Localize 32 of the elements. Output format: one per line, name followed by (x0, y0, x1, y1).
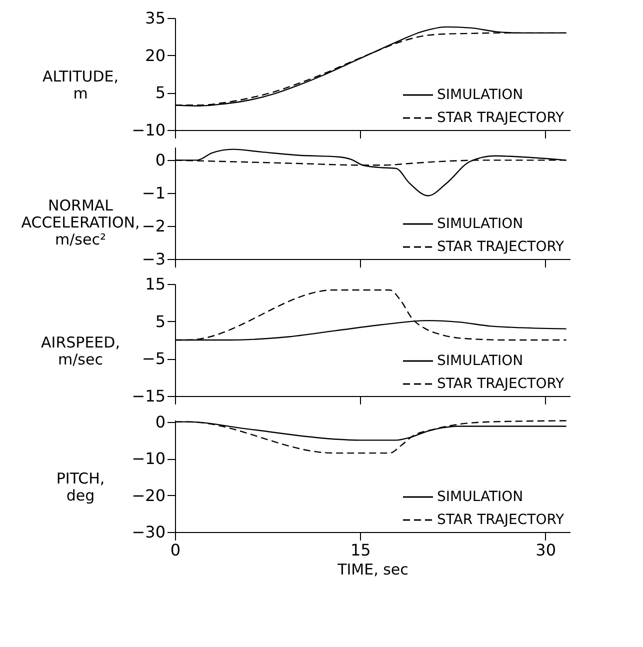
legend-label: STAR TRAJECTORY (437, 376, 565, 392)
y-axis-title: NORMAL ACCELERATION, m/sec² (21, 196, 140, 248)
series-label: SIMULATION (437, 216, 524, 232)
y-tick-label: 0 (155, 150, 166, 170)
legend-label: SIMULATION (437, 353, 524, 369)
x-tick-label: 30 (536, 540, 556, 560)
y-axis-title: PITCH, deg (56, 470, 105, 504)
y-tick-label: 5 (155, 312, 166, 331)
y-axis-title: ALTITUDE, m (42, 68, 119, 102)
y-tick-label: 35 (145, 8, 166, 28)
x-tick-label: 15 (350, 540, 371, 560)
y-tick-label: −30 (132, 522, 166, 542)
legend-label: STAR TRAJECTORY (437, 239, 565, 255)
y-tick-label: 5 (155, 83, 166, 102)
y-tick-label: −10 (132, 120, 166, 140)
y-tick-label: −3 (142, 250, 166, 268)
y-tick-label: −20 (132, 486, 166, 505)
y-tick-label: −2 (142, 216, 166, 236)
x-tick-label: 0 (170, 540, 181, 560)
y-tick-label: 20 (145, 46, 166, 65)
y-tick-label: −5 (142, 349, 166, 368)
legend-label: STAR TRAJECTORY (437, 512, 565, 528)
y-axis-title: AIRSPEED, m/sec (41, 334, 120, 368)
y-tick-label: 15 (145, 274, 166, 294)
y-tick-label: −10 (132, 449, 166, 468)
y-tick-label: −1 (142, 184, 166, 203)
x-axis-title: TIME, sec (336, 560, 408, 578)
legend-label: SIMULATION (437, 489, 524, 505)
y-tick-label: −15 (132, 386, 166, 406)
legend-label: STAR TRAJECTORY (437, 110, 565, 126)
legend-label: SIMULATION (437, 87, 524, 103)
y-tick-label: 0 (155, 412, 166, 432)
